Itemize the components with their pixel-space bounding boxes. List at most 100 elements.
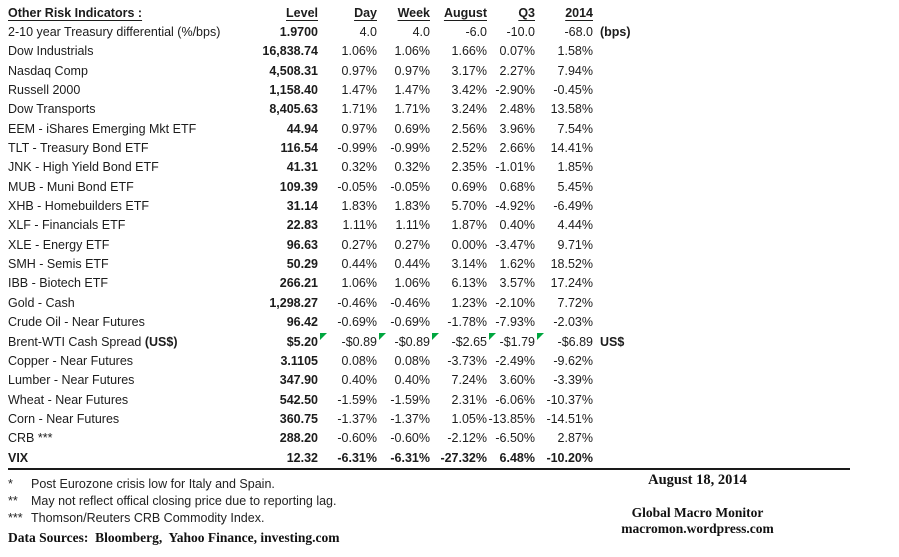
cell-august: 3.24% — [451, 102, 487, 117]
table-row: JNK - High Yield Bond ETF 41.31 0.32% 0.32%… — [8, 158, 665, 177]
table-row: Dow Industrials 16,838.74 1.06% 1.06% 1.66% 0… — [8, 42, 665, 61]
cell-q3: 0.68% — [499, 179, 535, 194]
column-header-2014: 2014 — [565, 5, 593, 20]
cell-level: 44.94 — [286, 121, 318, 136]
cell-q3: -3.47% — [495, 237, 535, 252]
table-header-row: Other Risk Indicators : Level Day Week A… — [8, 3, 665, 22]
cell-q3: -$1.79 — [487, 332, 535, 351]
cell-day: 1.06% — [341, 44, 377, 59]
table-title-text: Other Risk Indicators : — [8, 5, 143, 20]
row-label: Lumber - Near Futures — [8, 373, 135, 388]
cell-q3: -7.93% — [495, 315, 535, 330]
cell-day: -0.60% — [337, 431, 377, 446]
footnotes: * Post Eurozone crisis low for Italy and … — [8, 476, 850, 546]
cell-day: 1.47% — [341, 83, 377, 98]
cell-day: 0.40% — [341, 373, 377, 388]
table-row: Wheat - Near Futures 542.50 -1.59% -1.59% 2.… — [8, 390, 665, 409]
cell-week: 0.40% — [394, 373, 430, 388]
row-label: Crude Oil - Near Futures — [8, 315, 145, 330]
table-row: XLF - Financials ETF 22.83 1.11% 1.11% 1.87%… — [8, 216, 665, 235]
cell-y2014: -14.51% — [546, 411, 593, 426]
cell-q3: 1.62% — [499, 257, 535, 272]
cell-week: 1.06% — [394, 44, 430, 59]
table-title: Other Risk Indicators : — [8, 3, 242, 22]
cell-day: 0.97% — [341, 121, 377, 136]
row-label: Corn - Near Futures — [8, 411, 120, 426]
cell-week: -6.31% — [390, 450, 430, 465]
cell-level: 50.29 — [286, 257, 318, 272]
row-note — [593, 390, 665, 409]
table-row: MUB - Muni Bond ETF 109.39 -0.05% -0.05% 0.6… — [8, 177, 665, 196]
cell-q3: -6.50% — [495, 431, 535, 446]
cell-q3: 2.48% — [499, 102, 535, 117]
cell-y2014: -9.62% — [553, 353, 593, 368]
row-note — [593, 42, 665, 61]
cell-day: -$0.89 — [318, 332, 377, 351]
cell-q3: 0.40% — [499, 218, 535, 233]
row-note — [593, 138, 665, 157]
cell-level: 12.32 — [286, 450, 318, 465]
risk-indicators-table: Other Risk Indicators : Level Day Week A… — [8, 3, 665, 467]
cell-y2014: 4.44% — [557, 218, 593, 233]
cell-level: 4,508.31 — [269, 63, 318, 78]
row-label: Nasdaq Comp — [8, 63, 88, 78]
table-row: Russell 2000 1,158.40 1.47% 1.47% 3.42% -2.90… — [8, 80, 665, 99]
cell-august: -1.78% — [447, 315, 487, 330]
column-header-august: August — [443, 5, 487, 20]
cell-week: 0.97% — [394, 63, 430, 78]
report-date: August 18, 2014 — [648, 472, 747, 488]
cell-q3: 3.96% — [499, 121, 535, 136]
table-row: XHB - Homebuilders ETF 31.14 1.83% 1.83% 5.7… — [8, 196, 665, 215]
cell-day: 0.32% — [341, 160, 377, 175]
cell-level: 41.31 — [286, 160, 318, 175]
cell-y2014: -68.0 — [564, 25, 594, 40]
cell-y2014: -2.03% — [553, 315, 593, 330]
row-label: JNK - High Yield Bond ETF — [8, 160, 159, 175]
cell-level: 1.9700 — [279, 25, 318, 40]
cell-level: 1,158.40 — [269, 83, 318, 98]
cell-august: 0.00% — [451, 237, 487, 252]
cell-week: 0.44% — [394, 257, 430, 272]
column-header-week: Week — [397, 5, 430, 20]
cell-level: 288.20 — [279, 431, 318, 446]
footnote-1-text: Post Eurozone crisis low for Italy and S… — [31, 477, 275, 492]
cell-y2014: -6.49% — [553, 199, 593, 214]
cell-week: -0.69% — [390, 315, 430, 330]
cell-y2014: 17.24% — [550, 276, 593, 291]
cell-q3: -2.49% — [495, 353, 535, 368]
column-header-q3: Q3 — [518, 5, 535, 20]
cell-q3: -4.92% — [495, 199, 535, 214]
cell-week: -0.05% — [390, 179, 430, 194]
cell-y2014: -10.37% — [546, 392, 593, 407]
cell-august: 2.52% — [451, 141, 487, 156]
cell-q3: 2.66% — [499, 141, 535, 156]
row-label: EEM - iShares Emerging Mkt ETF — [8, 121, 197, 136]
table-row: IBB - Biotech ETF 266.21 1.06% 1.06% 6.13% 3.… — [8, 274, 665, 293]
cell-week: 1.06% — [394, 276, 430, 291]
cell-q3: -2.10% — [495, 295, 535, 310]
table-row: Lumber - Near Futures 347.90 0.40% 0.40% 7.2… — [8, 371, 665, 390]
cell-q3: -1.01% — [495, 160, 535, 175]
table-row: VIX 12.32 -6.31% -6.31% -27.32% 6.48% -10.20% — [8, 448, 665, 467]
cell-august: 6.13% — [451, 276, 487, 291]
cell-y2014: -0.45% — [553, 83, 593, 98]
cell-august: 1.05% — [451, 411, 487, 426]
column-header-note — [593, 3, 665, 22]
table-row: 2-10 year Treasury differential (%/bps) 1… — [8, 22, 665, 41]
cell-week: 1.71% — [394, 102, 430, 117]
cell-week: -1.37% — [390, 411, 430, 426]
cell-day: -0.99% — [337, 141, 377, 156]
row-label: Brent-WTI Cash Spread (US$) — [8, 334, 178, 349]
cell-level: 31.14 — [286, 199, 318, 214]
cell-august: 3.42% — [451, 83, 487, 98]
row-label: MUB - Muni Bond ETF — [8, 179, 134, 194]
cell-august: -3.73% — [447, 353, 487, 368]
table-row: Copper - Near Futures 3.1105 0.08% 0.08% -3.… — [8, 351, 665, 370]
row-note: US$ — [600, 334, 625, 349]
cell-week: -0.46% — [390, 295, 430, 310]
cell-y2014: -10.20% — [546, 450, 593, 465]
cell-level: 360.75 — [279, 411, 318, 426]
cell-august: 2.31% — [451, 392, 487, 407]
cell-week: 1.11% — [395, 218, 430, 233]
cell-y2014: 9.71% — [557, 237, 593, 252]
